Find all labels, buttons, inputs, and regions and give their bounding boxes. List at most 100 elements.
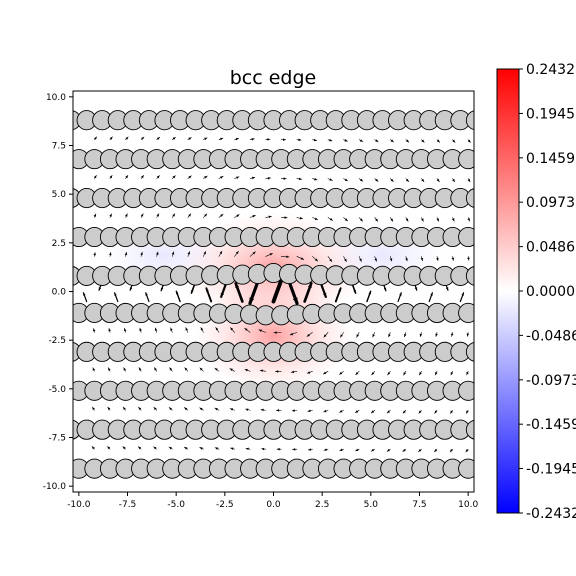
colorbar-tick-label: -0.1945 (526, 462, 576, 478)
bg-arrow (187, 175, 192, 179)
bg-arrow (434, 371, 438, 376)
x-tick-label: 2.5 (315, 500, 329, 510)
bg-arrow (122, 446, 126, 450)
bg-arrow (466, 371, 469, 376)
bg-arrow (339, 371, 344, 375)
bg-arrow (356, 332, 360, 338)
bg-arrow (312, 217, 319, 221)
atom-marker (458, 380, 474, 401)
bg-arrow (109, 136, 113, 140)
bg-arrow (203, 251, 207, 257)
core-arrow (145, 292, 150, 303)
bg-arrow (327, 256, 333, 262)
bg-arrow (230, 327, 235, 333)
bg-arrow (153, 446, 158, 450)
bg-arrow (265, 138, 271, 141)
x-tick-label: -10.0 (67, 500, 91, 510)
bg-arrow (467, 178, 471, 183)
bg-arrow (402, 409, 407, 414)
bg-arrow (203, 213, 208, 218)
bg-arrow (155, 251, 159, 257)
bg-arrow (199, 367, 204, 372)
bg-arrow (245, 447, 251, 451)
bg-arrow (343, 256, 347, 263)
bg-arrow (265, 253, 273, 257)
bg-arrow (452, 178, 456, 183)
x-axis: -10.0 -7.5 -5.0 -2.5 0.0 2.5 5.0 7.5 10.0 (67, 492, 478, 510)
x-tick-label: 7.5 (412, 500, 426, 510)
bg-arrow (467, 256, 470, 261)
bg-arrow (292, 448, 298, 451)
bg-arrow (343, 217, 348, 222)
bg-arrow (276, 408, 282, 412)
bg-arrow (249, 138, 255, 141)
core-arrow (459, 292, 465, 303)
bg-arrow (374, 217, 379, 222)
bg-arrow (312, 138, 318, 142)
colorbar-tick-label: 0.1459 (526, 151, 575, 167)
bg-arrow (187, 213, 192, 218)
bg-arrow (370, 409, 376, 414)
bg-arrow (434, 409, 438, 414)
bg-arrow (421, 178, 425, 183)
bg-arrow (340, 332, 344, 338)
bg-arrow (123, 367, 127, 372)
bg-arrow (153, 367, 158, 372)
bg-arrow (107, 367, 111, 372)
bg-arrow (405, 178, 410, 183)
bg-arrow (465, 448, 469, 453)
bg-arrow (234, 214, 240, 218)
bg-arrow (171, 136, 176, 140)
core-arrow (334, 287, 342, 303)
bg-arrow (184, 407, 189, 411)
bg-arrow (140, 213, 144, 218)
bg-arrow (184, 367, 189, 372)
bg-arrow (343, 178, 349, 182)
y-tick-label: 2.5 (52, 239, 66, 249)
bg-arrow (249, 251, 256, 257)
bg-arrow (139, 327, 142, 333)
bg-arrow (306, 371, 313, 374)
bg-arrow (203, 175, 208, 179)
bg-arrow (156, 175, 160, 179)
bg-arrow (327, 138, 333, 142)
bg-arrow (419, 371, 422, 376)
bg-arrow (452, 139, 456, 143)
core-arrow (234, 282, 244, 303)
bg-arrow (386, 409, 391, 414)
bg-arrow (420, 256, 424, 262)
bg-arrow (93, 213, 97, 218)
bg-arrow (154, 327, 158, 333)
atom-marker (458, 302, 474, 323)
bg-arrow (307, 448, 313, 451)
bg-arrow (402, 448, 407, 452)
bg-arrow (168, 446, 173, 450)
bg-arrow (171, 175, 176, 179)
bg-arrow (109, 175, 113, 179)
bg-arrow (358, 256, 362, 262)
core-arrow (287, 279, 299, 305)
y-tick-label: -5.0 (48, 385, 66, 395)
atom-marker (458, 226, 474, 248)
bg-arrow (405, 139, 410, 143)
bg-arrow (93, 252, 96, 257)
bg-arrow (291, 409, 298, 412)
atom-marker (458, 458, 474, 479)
bg-arrow (387, 371, 391, 376)
bg-arrow (323, 332, 329, 338)
bg-arrow (156, 213, 160, 218)
bg-arrow (218, 176, 224, 179)
atom-rows (73, 110, 474, 479)
bg-arrow (249, 176, 256, 180)
core-arrow (205, 287, 213, 303)
bg-arrow (234, 137, 240, 141)
bg-arrow (388, 332, 391, 338)
y-axis: 10.0 7.5 5.0 2.5 0.0 -2.5 -5.0 -7.5 -10.0 (43, 93, 73, 492)
bg-arrow (421, 217, 424, 222)
bg-arrow (421, 139, 425, 143)
bg-arrow (185, 327, 189, 333)
bg-arrow (140, 251, 143, 257)
bg-arrow (125, 213, 128, 218)
atom-marker (465, 419, 474, 440)
bg-arrow (203, 137, 208, 141)
